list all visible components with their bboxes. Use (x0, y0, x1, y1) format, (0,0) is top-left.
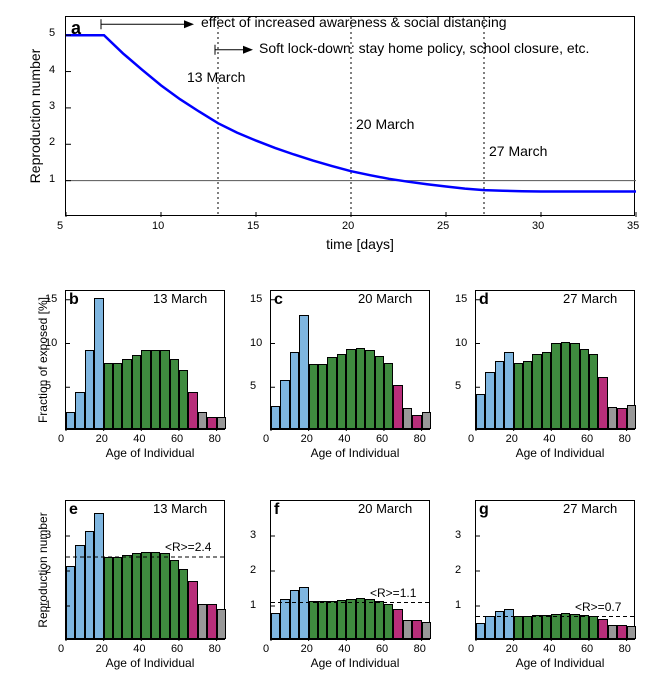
panel-label-g: g (479, 501, 489, 519)
xtick-e-60: 60 (171, 643, 183, 655)
date-e: 13 March (153, 501, 207, 516)
xtick-a-25: 25 (437, 220, 449, 232)
xtick-a-5: 5 (57, 220, 63, 232)
ylabel-a: Reproduction number (27, 36, 43, 196)
xtick-f-20: 20 (301, 643, 313, 655)
xtick-f-80: 80 (414, 643, 426, 655)
xtick-a-35: 35 (627, 220, 639, 232)
xtick-g-60: 60 (581, 643, 593, 655)
xlabel-e: Age of Individual (95, 656, 205, 670)
xtick-a-30: 30 (532, 220, 544, 232)
xtick-b-60: 60 (171, 433, 183, 445)
xtick-e-40: 40 (133, 643, 145, 655)
ytick-f-2: 2 (250, 564, 256, 576)
annotation-awareness: effect of increased awareness & social d… (201, 14, 507, 30)
panel-e-plot (65, 500, 225, 640)
rlabel-f: <R>=1.1 (370, 586, 416, 600)
xtick-e-0: 0 (58, 643, 64, 655)
xtick-c-0: 0 (263, 433, 269, 445)
xlabel-a: time [days] (310, 236, 410, 252)
xtick-c-40: 40 (338, 433, 350, 445)
ytick-g-3: 3 (455, 529, 461, 541)
xtick-g-0: 0 (468, 643, 474, 655)
panel-f-plot (270, 500, 430, 640)
ytick-g-1: 1 (455, 599, 461, 611)
panel-d-plot (475, 290, 635, 430)
xtick-a-20: 20 (342, 220, 354, 232)
panel-label-b: b (69, 291, 79, 309)
xtick-d-80: 80 (619, 433, 631, 445)
xlabel-g: Age of Individual (505, 656, 615, 670)
xtick-d-20: 20 (506, 433, 518, 445)
date-f: 20 March (358, 501, 412, 516)
ytick-d-5: 5 (455, 380, 461, 392)
ytick-f-3: 3 (250, 529, 256, 541)
xtick-d-60: 60 (581, 433, 593, 445)
ytick-a-2: 2 (49, 136, 55, 148)
annotation-lockdown: Soft lock-down: stay home policy, school… (259, 40, 589, 56)
xtick-b-0: 0 (58, 433, 64, 445)
date-g: 27 March (563, 501, 617, 516)
ytick-a-1: 1 (49, 173, 55, 185)
xtick-d-40: 40 (543, 433, 555, 445)
vline-label-1: 20 March (356, 116, 414, 132)
panel-c-plot (270, 290, 430, 430)
xtick-c-80: 80 (414, 433, 426, 445)
panel-g-plot (475, 500, 635, 640)
xtick-b-80: 80 (209, 433, 221, 445)
vline-label-2: 27 March (489, 143, 547, 159)
xtick-c-20: 20 (301, 433, 313, 445)
panel-b-plot (65, 290, 225, 430)
ylabel-e: Reproduction number (36, 500, 50, 640)
ytick-c-15: 15 (250, 293, 262, 305)
ylabel-b: Fraction of exposed [%] (36, 290, 50, 430)
ytick-a-3: 3 (49, 100, 55, 112)
xtick-a-10: 10 (152, 220, 164, 232)
xtick-e-80: 80 (209, 643, 221, 655)
panel-label-f: f (274, 501, 279, 519)
ytick-a-4: 4 (49, 64, 55, 76)
xtick-b-40: 40 (133, 433, 145, 445)
xtick-g-80: 80 (619, 643, 631, 655)
date-c: 20 March (358, 291, 412, 306)
xtick-g-20: 20 (506, 643, 518, 655)
xlabel-c: Age of Individual (300, 446, 410, 460)
ytick-d-10: 10 (455, 337, 467, 349)
ytick-c-10: 10 (250, 337, 262, 349)
rlabel-e: <R>=2.4 (165, 540, 211, 554)
ytick-d-15: 15 (455, 293, 467, 305)
panel-label-d: d (479, 291, 489, 309)
panel-label-e: e (69, 501, 78, 519)
xtick-f-60: 60 (376, 643, 388, 655)
xtick-a-15: 15 (247, 220, 259, 232)
rlabel-g: <R>=0.7 (575, 600, 621, 614)
xlabel-d: Age of Individual (505, 446, 615, 460)
date-d: 27 March (563, 291, 617, 306)
xtick-e-20: 20 (96, 643, 108, 655)
xtick-g-40: 40 (543, 643, 555, 655)
xlabel-b: Age of Individual (95, 446, 205, 460)
vline-label-0: 13 March (187, 69, 245, 85)
ytick-f-1: 1 (250, 599, 256, 611)
xtick-d-0: 0 (468, 433, 474, 445)
ytick-a-5: 5 (49, 27, 55, 39)
xtick-f-40: 40 (338, 643, 350, 655)
panel-label-c: c (274, 291, 283, 309)
xlabel-f: Age of Individual (300, 656, 410, 670)
xtick-b-20: 20 (96, 433, 108, 445)
xtick-f-0: 0 (263, 643, 269, 655)
ytick-g-2: 2 (455, 564, 461, 576)
ytick-c-5: 5 (250, 380, 256, 392)
date-b: 13 March (153, 291, 207, 306)
xtick-c-60: 60 (376, 433, 388, 445)
